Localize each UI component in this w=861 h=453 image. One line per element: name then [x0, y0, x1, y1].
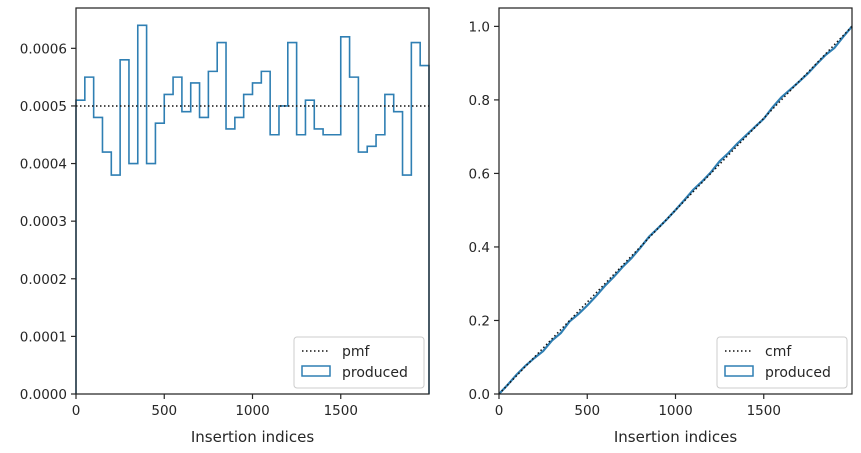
cmf-reference-line [498, 25, 853, 395]
x-tick-label: 500 [151, 403, 177, 419]
axes-frame [498, 7, 853, 395]
y-tick-label: 0.0003 [20, 214, 67, 230]
y-tick-label: 0.0004 [20, 157, 67, 173]
x-tick-label: 0 [495, 403, 504, 419]
x-tick-label: 1500 [324, 403, 358, 419]
y-tick-label: 0.2 [469, 313, 490, 329]
y-tick-label: 0.4 [469, 240, 490, 256]
y-tick-label: 0.0006 [20, 41, 67, 57]
x-tick-label: 0 [72, 403, 81, 419]
legend-produced-swatch [724, 365, 754, 377]
x-tick-label: 1000 [235, 403, 269, 419]
y-tick-label: 0.6 [469, 166, 490, 182]
x-axis-label: Insertion indices [191, 428, 314, 446]
right-panel-cmf: 0 500 1000 1500 0.0 0.2 0.4 0.6 0.8 1.0 Insertion … [469, 7, 853, 446]
legend-produced-swatch [301, 365, 331, 377]
legend: pmf produced [293, 336, 425, 389]
x-tick-label: 1500 [747, 403, 781, 419]
y-tick-label: 0.8 [469, 93, 490, 109]
legend-produced-label: produced [765, 365, 831, 381]
left-panel-pmf: 0 500 1000 1500 0.0000 0.0001 0.0002 0.0003 0.00… [20, 7, 430, 446]
legend: cmf produced [716, 336, 848, 389]
y-tick-label: 0.0 [469, 387, 490, 403]
legend-produced-label: produced [342, 365, 408, 381]
x-tick-label: 1000 [658, 403, 692, 419]
legend-reference-label: pmf [342, 344, 371, 360]
y-tick-label: 0.0005 [20, 99, 67, 115]
produced-series [75, 24, 430, 394]
y-tick-label: 1.0 [469, 19, 490, 35]
y-tick-label: 0.0001 [20, 329, 67, 345]
y-tick-label: 0.0000 [20, 387, 67, 403]
y-tick-label: 0.0002 [20, 272, 67, 288]
legend-reference-label: cmf [765, 344, 792, 360]
x-tick-label: 500 [574, 403, 600, 419]
x-axis-label: Insertion indices [614, 428, 737, 446]
